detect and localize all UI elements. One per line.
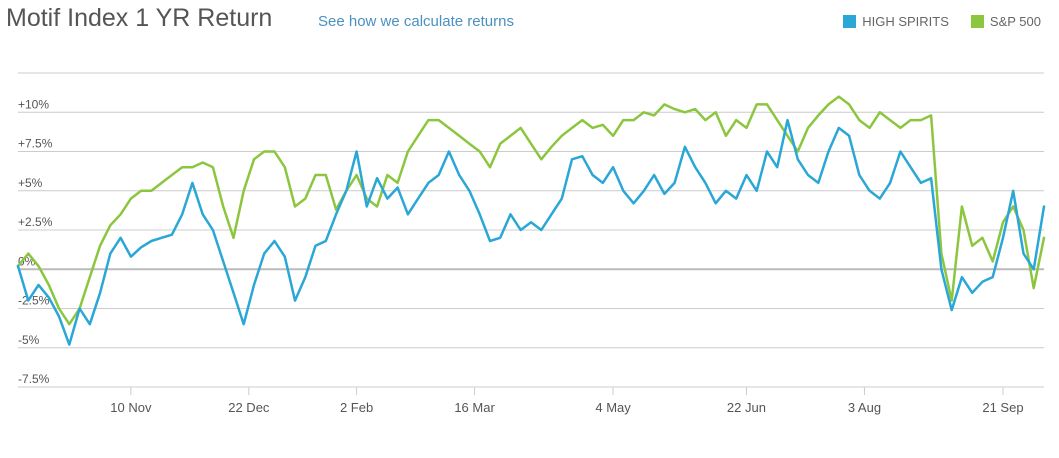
series-line-sp500: [16, 95, 1046, 326]
calculate-returns-link[interactable]: See how we calculate returns: [318, 13, 514, 30]
y-tick-label: -5%: [18, 333, 40, 347]
y-tick-label: +2.5%: [18, 215, 53, 229]
y-tick-label: -7.5%: [18, 372, 50, 386]
x-tick-label: 10 Nov: [110, 400, 152, 415]
x-tick-label: 22 Dec: [228, 400, 270, 415]
legend-swatch-high-spirits: [843, 15, 857, 28]
legend-item-high-spirits[interactable]: HIGH SPIRITS: [843, 14, 949, 29]
chart-title: Motif Index 1 YR Return: [6, 4, 273, 32]
chart-legend: HIGH SPIRITS S&P 500: [843, 14, 1041, 29]
x-tick-label: 4 May: [595, 400, 631, 415]
legend-label-sp500: S&P 500: [989, 14, 1041, 29]
x-tick-label: 2 Feb: [340, 400, 373, 415]
series-line-high-spirits: [16, 118, 1046, 346]
legend-swatch-sp500: [970, 15, 984, 28]
x-tick-label: 16 Mar: [454, 400, 495, 415]
x-tick-label: 3 Aug: [848, 400, 881, 415]
y-tick-label: -2.5%: [18, 294, 50, 308]
legend-item-sp500[interactable]: S&P 500: [970, 14, 1041, 29]
y-tick-label: +10%: [18, 97, 49, 111]
legend-label-high-spirits: HIGH SPIRITS: [862, 14, 949, 29]
x-tick-label: 21 Sep: [982, 400, 1023, 415]
y-tick-label: +7.5%: [18, 137, 53, 151]
y-tick-label: +5%: [18, 176, 43, 190]
x-tick-label: 22 Jun: [727, 400, 766, 415]
